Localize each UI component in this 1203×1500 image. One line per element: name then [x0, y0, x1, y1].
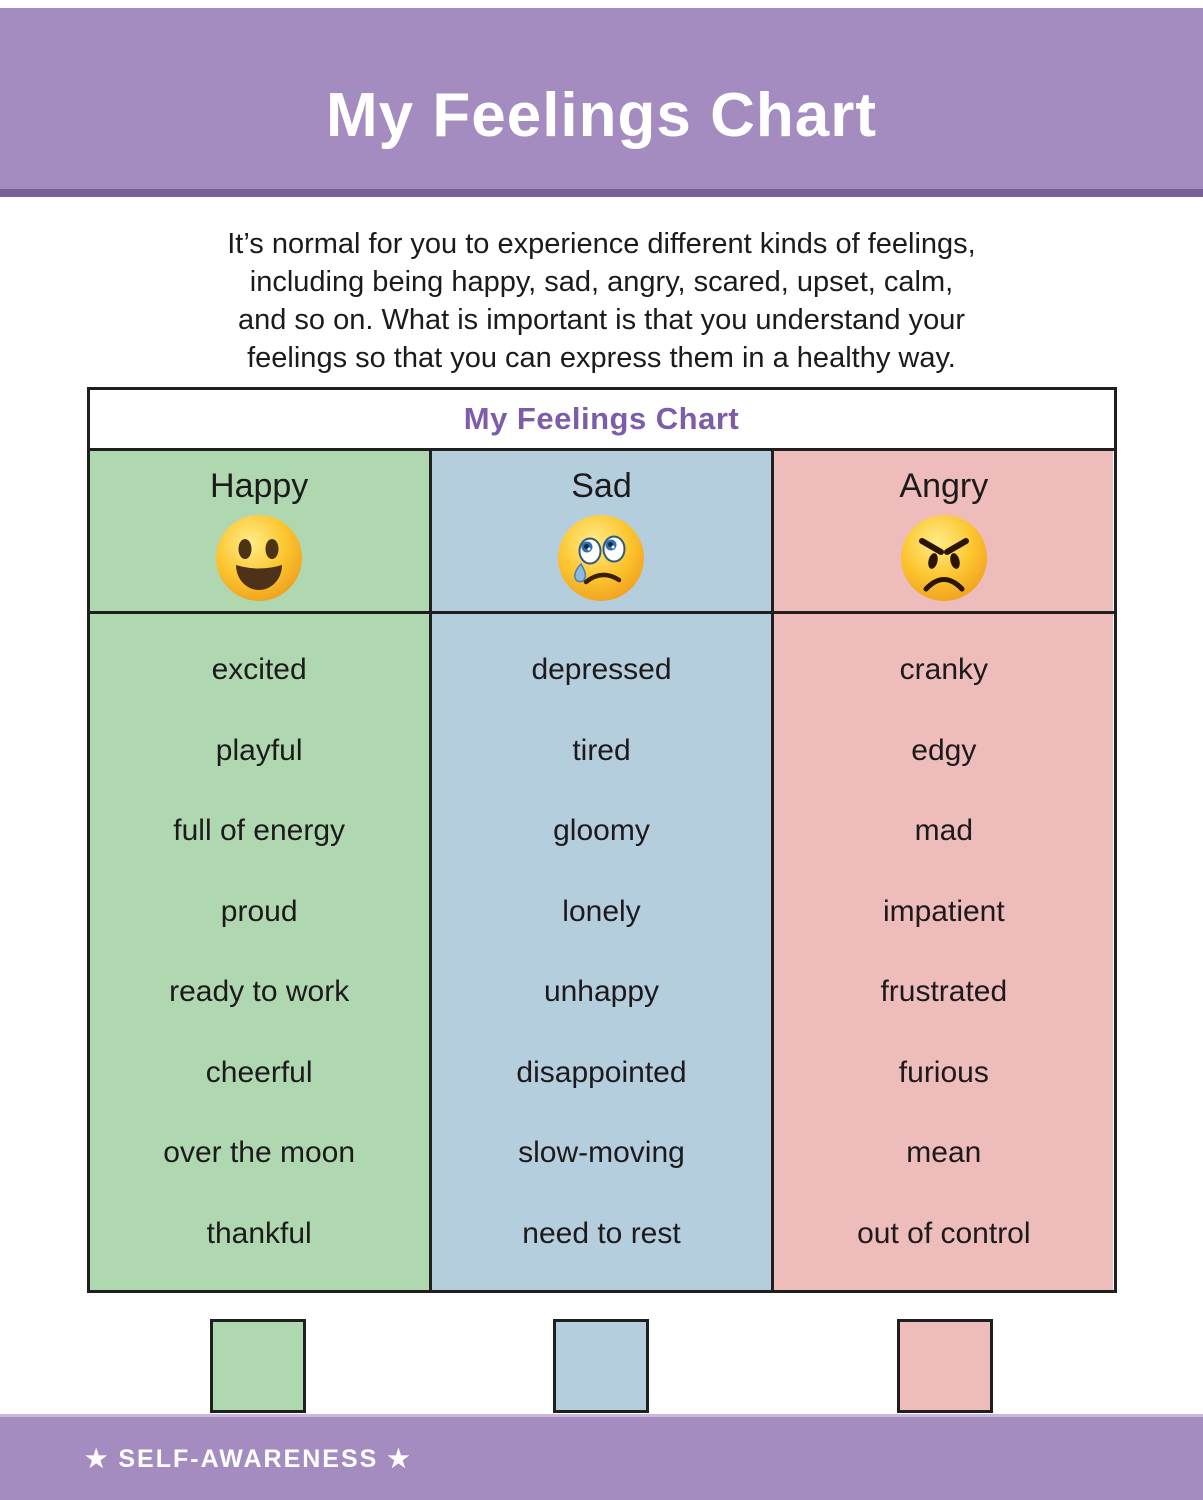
- page-header-banner: My Feelings Chart: [0, 8, 1203, 197]
- intro-paragraph: It’s normal for you to experience differ…: [227, 225, 976, 377]
- happy-color-swatch: [210, 1319, 307, 1413]
- chart-title-row: My Feelings Chart: [89, 390, 1114, 451]
- sad-swatch-slot: [430, 1319, 773, 1413]
- column-label-angry: Angry: [899, 467, 989, 505]
- feeling-word: tired: [572, 733, 631, 767]
- feeling-word: lonely: [562, 894, 641, 928]
- sad-crying-face-icon: [558, 515, 645, 601]
- chart-title: My Feelings Chart: [463, 401, 740, 436]
- feeling-word: disappointed: [516, 1055, 687, 1089]
- feeling-word: over the moon: [163, 1136, 356, 1170]
- angry-words-cell: cranky edgy mad impatient frustrated fur…: [774, 614, 1114, 1290]
- feeling-word: out of control: [857, 1216, 1031, 1250]
- feeling-word: cranky: [899, 653, 988, 687]
- happy-swatch-slot: [87, 1319, 430, 1413]
- feeling-word: excited: [211, 653, 307, 687]
- feeling-word: cheerful: [205, 1055, 313, 1089]
- feeling-word: mad: [914, 814, 973, 848]
- intro-line: It’s normal for you to experience differ…: [227, 228, 976, 260]
- feeling-word: need to rest: [522, 1216, 681, 1250]
- feeling-word: proud: [220, 894, 298, 928]
- feeling-word: impatient: [882, 894, 1005, 928]
- feeling-word: unhappy: [543, 975, 660, 1009]
- column-label-happy: Happy: [210, 467, 309, 505]
- feeling-word: furious: [898, 1055, 989, 1089]
- feeling-word: depressed: [531, 653, 672, 687]
- column-header-happy: Happy: [89, 451, 432, 611]
- feeling-word: thankful: [206, 1216, 312, 1250]
- feeling-word: edgy: [911, 733, 977, 767]
- column-header-angry: Angry: [774, 451, 1114, 611]
- chart-body-row: excited playful full of energy proud rea…: [89, 614, 1114, 1290]
- feelings-chart-table: My Feelings Chart Happy: [86, 387, 1117, 1293]
- column-header-sad: Sad: [431, 451, 775, 611]
- angry-face-icon: [900, 515, 987, 601]
- feeling-word: ready to work: [169, 975, 350, 1009]
- happy-face-icon: [216, 515, 303, 601]
- intro-line: and so on. What is important is that you…: [237, 304, 965, 336]
- feeling-word: slow-moving: [518, 1136, 685, 1170]
- sad-words-cell: depressed tired gloomy lonely unhappy di…: [431, 614, 775, 1290]
- sad-color-swatch: [553, 1319, 650, 1413]
- page-footer-banner: ★ SELF-AWARENESS ★: [0, 1414, 1203, 1500]
- happy-words-cell: excited playful full of energy proud rea…: [89, 614, 432, 1290]
- feeling-word: mean: [906, 1136, 982, 1170]
- intro-line: including being happy, sad, angry, scare…: [249, 266, 954, 298]
- feeling-word: playful: [215, 733, 303, 767]
- color-key: [87, 1319, 1117, 1413]
- feeling-word: full of energy: [173, 814, 346, 848]
- page-title: My Feelings Chart: [326, 81, 877, 150]
- column-label-sad: Sad: [571, 467, 632, 505]
- feeling-word: frustrated: [880, 975, 1008, 1009]
- feeling-word: gloomy: [553, 814, 650, 848]
- angry-swatch-slot: [773, 1319, 1116, 1413]
- angry-color-swatch: [896, 1319, 993, 1413]
- footer-label: ★ SELF-AWARENESS ★: [85, 1444, 412, 1473]
- intro-line: feelings so that you can express them in…: [247, 342, 956, 374]
- chart-header-row: Happy Sad: [89, 451, 1114, 614]
